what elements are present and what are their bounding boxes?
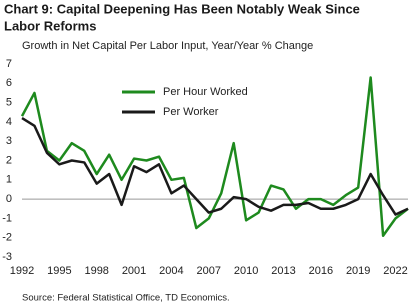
x-tick-label: 2007 (197, 265, 221, 277)
x-tick-label: 2013 (271, 265, 295, 277)
legend-label: Per Hour Worked (163, 86, 248, 98)
y-tick-label: 7 (6, 58, 12, 70)
x-tick-label: 2016 (309, 265, 333, 277)
y-tick-label: -3 (2, 251, 12, 263)
source-note: Source: Federal Statistical Office, TD E… (22, 293, 230, 304)
y-tick-label: 5 (6, 97, 12, 109)
chart-subtitle: Growth in Net Capital Per Labor Input, Y… (22, 40, 313, 52)
x-tick-label: 2004 (159, 265, 183, 277)
y-tick-label: 3 (6, 135, 12, 147)
chart-title: Labor Reforms (4, 18, 96, 33)
chart-title: Chart 9: Capital Deepening Has Been Nota… (4, 1, 360, 16)
x-tick-label: 1995 (47, 265, 71, 277)
x-tick-label: 2022 (383, 265, 407, 277)
legend-label: Per Worker (163, 106, 219, 118)
y-tick-label: -2 (2, 232, 12, 244)
y-tick-label: -1 (2, 212, 12, 224)
y-tick-label: 0 (6, 193, 12, 205)
y-tick-label: 6 (6, 77, 12, 89)
series-line (20, 76, 409, 238)
x-tick-label: 2001 (122, 265, 146, 277)
y-tick-label: 2 (6, 154, 12, 166)
series-line (21, 116, 409, 216)
x-tick-label: 2019 (346, 265, 370, 277)
y-tick-label: 1 (6, 174, 12, 186)
x-tick-label: 1992 (10, 265, 34, 277)
x-tick-label: 1998 (84, 265, 108, 277)
x-tick-label: 2010 (234, 265, 258, 277)
y-tick-label: 4 (6, 116, 12, 128)
